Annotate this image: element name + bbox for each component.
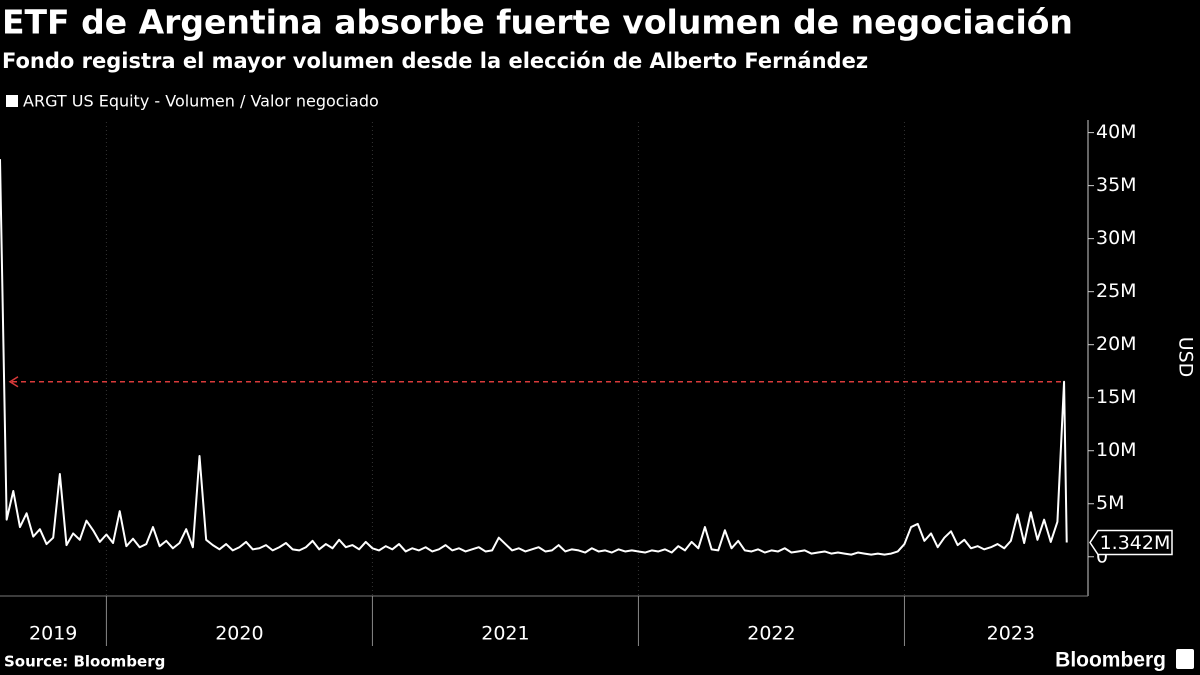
source: Source: Bloomberg (4, 653, 165, 671)
chart-subtitle: Fondo registra el mayor volumen desde la… (2, 49, 868, 73)
last-value-label: 1.342M (1100, 532, 1171, 554)
brand-icon (1176, 649, 1194, 669)
legend-label: ARGT US Equity - Volumen / Valor negocia… (23, 92, 379, 111)
y-axis-title: USD (1175, 337, 1197, 378)
y-tick-label: 10M (1096, 439, 1137, 461)
series-line (0, 159, 1068, 556)
legend-swatch (6, 95, 18, 107)
y-tick-label: 25M (1096, 280, 1137, 302)
x-tick-label: 2019 (29, 623, 77, 645)
reference-arrow (8, 376, 19, 388)
y-tick-label: 35M (1096, 174, 1137, 196)
last-value-box (1089, 529, 1173, 556)
y-tick-label: 40M (1096, 121, 1137, 143)
x-tick-label: 2020 (215, 623, 263, 645)
x-tick-label: 2023 (987, 623, 1035, 645)
y-tick-label: 30M (1096, 227, 1137, 249)
brand: Bloomberg (1055, 649, 1166, 672)
x-tick-label: 2021 (481, 623, 529, 645)
chart-title: ETF de Argentina absorbe fuerte volumen … (2, 3, 1073, 42)
y-tick-label: 20M (1096, 333, 1137, 355)
y-tick-label: 5M (1096, 492, 1124, 514)
y-tick-label: 15M (1096, 386, 1137, 408)
x-tick-label: 2022 (747, 623, 795, 645)
